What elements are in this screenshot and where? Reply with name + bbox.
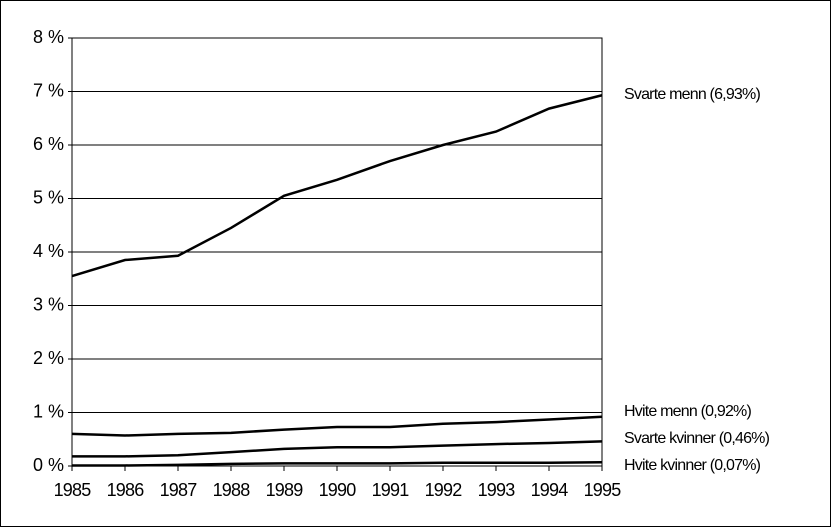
x-tick-label: 1994 — [531, 480, 569, 500]
series-line — [71, 94, 603, 278]
series-label: Hvite kvinner (0,07%) — [624, 457, 761, 474]
x-tick-label: 1992 — [425, 480, 463, 500]
y-tick-label: 1 % — [33, 401, 64, 421]
x-tick-label: 1987 — [160, 480, 198, 500]
plot-area — [71, 37, 603, 467]
series-label: Svarte menn (6,93%) — [624, 86, 760, 103]
series-line — [72, 461, 603, 467]
y-tick-label: 4 % — [33, 241, 64, 261]
y-tick-label: 3 % — [33, 294, 64, 314]
series-line — [72, 440, 603, 458]
x-tick-label: 1985 — [54, 480, 92, 500]
y-tick-label: 8 % — [33, 27, 64, 47]
x-tick-label: 1991 — [372, 480, 410, 500]
y-tick-label: 0 % — [33, 455, 64, 475]
series-label: Svarte kvinner (0,46%) — [624, 430, 770, 447]
series-line — [71, 415, 603, 437]
x-tick-label: 1988 — [213, 480, 251, 500]
x-tick-label: 1990 — [319, 480, 357, 500]
x-tick-label: 1986 — [107, 480, 145, 500]
y-tick-label: 6 % — [33, 134, 64, 154]
series-label: Hvite menn (0,92%) — [624, 403, 751, 420]
x-tick-label: 1989 — [266, 480, 304, 500]
y-tick-label: 5 % — [33, 187, 64, 207]
x-tick-label: 1993 — [478, 480, 516, 500]
y-tick-label: 7 % — [33, 80, 64, 100]
x-tick-label: 1995 — [584, 480, 622, 500]
y-tick-label: 2 % — [33, 348, 64, 368]
